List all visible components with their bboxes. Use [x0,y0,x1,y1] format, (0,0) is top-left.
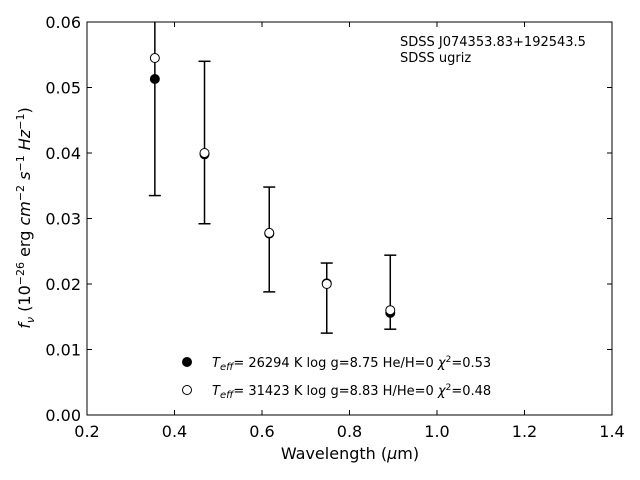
x-tick-label: 0.4 [162,422,187,441]
y-axis-label: fν (10−26 erg cm−2 s−1 Hz−1) [14,107,37,328]
legend: Teff= 26294 K log g=8.75 He/H=0 χ2=0.53 … [182,355,491,401]
data-markers [149,53,396,318]
y-tick-label: 0.06 [45,13,81,32]
y-tick-label: 0.00 [45,406,81,425]
error-bars [148,22,397,334]
data-point-filled [149,73,160,84]
y-tick-label: 0.01 [45,341,81,360]
data-point-open [385,305,396,316]
data-point-open [264,227,275,238]
y-tick-label: 0.02 [45,275,81,294]
data-point-open [321,279,332,289]
y-tick-label: 0.03 [45,210,81,229]
x-tick-label: 0.8 [337,422,362,441]
x-tick-label: 1.4 [599,422,624,441]
legend-marker-open [182,385,192,395]
object-name-annotation: SDSS J074353.83+192543.5 [400,35,586,50]
x-axis-label: Wavelength (μm) [281,444,419,463]
y-tick-label: 0.05 [45,79,81,98]
axis-ticks: 0.2 0.4 0.6 0.8 1.0 1.2 1.4 0.00 0.01 0.02 0.03 0.0… [45,13,624,441]
x-tick-label: 1.0 [424,422,449,441]
x-tick-label: 0.6 [249,422,274,441]
legend-label-open: Teff= 31423 K log g=8.83 H/He=0 χ2=0.48 [212,383,491,401]
data-point-open [149,53,160,64]
data-point-open [199,148,210,158]
x-tick-label: 1.2 [512,422,537,441]
y-tick-label: 0.04 [45,144,81,163]
filter-set-annotation: SDSS ugriz [400,51,471,66]
x-tick-label: 0.2 [74,422,99,441]
legend-marker-filled [182,357,192,367]
legend-label-filled: Teff= 26294 K log g=8.75 He/H=0 χ2=0.53 [212,355,491,373]
